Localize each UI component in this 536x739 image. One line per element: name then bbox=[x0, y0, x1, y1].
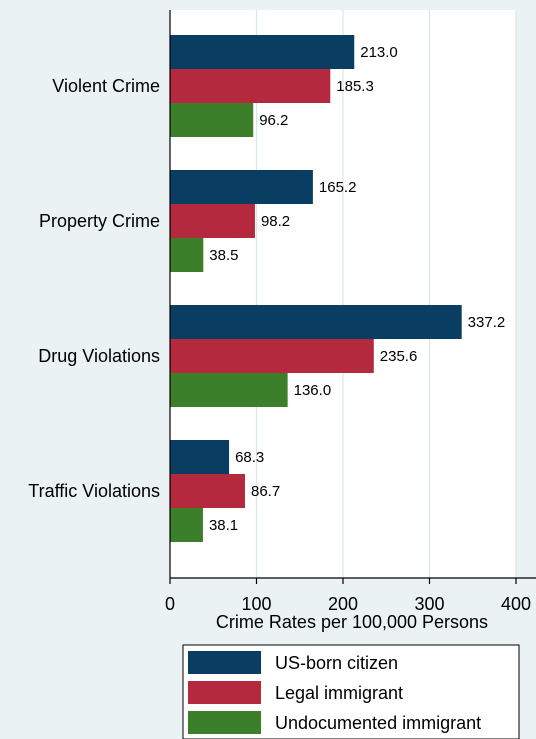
data-label: 337.2 bbox=[468, 314, 506, 331]
bar bbox=[170, 35, 355, 69]
x-tick-label: 300 bbox=[414, 594, 444, 614]
category-labels: Violent Crime Property Crime Drug Violatio… bbox=[28, 76, 160, 501]
legend-swatch bbox=[188, 711, 261, 734]
axes: 0 100 200 300 400 bbox=[165, 10, 536, 614]
gridlines bbox=[255, 10, 517, 578]
data-label: 136.0 bbox=[294, 382, 332, 399]
legend-swatch bbox=[188, 651, 261, 674]
data-label: 185.3 bbox=[336, 78, 374, 95]
x-tick-label: 400 bbox=[501, 594, 531, 614]
data-label: 98.2 bbox=[261, 213, 290, 230]
x-tick-label: 0 bbox=[165, 594, 175, 614]
data-label: 38.5 bbox=[209, 247, 238, 264]
data-labels: 213.0 185.3 96.2 165.2 98.2 38.5 337.2 235.6 136… bbox=[209, 44, 505, 534]
category-label: Property Crime bbox=[39, 211, 160, 231]
category-label: Violent Crime bbox=[52, 76, 160, 96]
bar bbox=[170, 204, 255, 238]
bar bbox=[170, 474, 245, 508]
bar bbox=[170, 440, 230, 474]
bar bbox=[170, 373, 288, 407]
bar bbox=[170, 238, 204, 272]
bar bbox=[170, 170, 313, 204]
x-tick-label: 200 bbox=[328, 594, 358, 614]
x-axis-title: Crime Rates per 100,000 Persons bbox=[216, 612, 488, 632]
bar bbox=[170, 339, 374, 373]
category-label: Traffic Violations bbox=[28, 481, 160, 501]
legend: US-born citizen Legal immigrant Undocument… bbox=[182, 644, 520, 739]
bar bbox=[170, 305, 462, 339]
legend-swatch bbox=[188, 681, 261, 704]
legend-label: Legal immigrant bbox=[275, 683, 403, 703]
bar bbox=[170, 69, 331, 103]
legend-label: US-born citizen bbox=[275, 653, 398, 673]
data-label: 235.6 bbox=[380, 348, 418, 365]
bar bbox=[170, 508, 203, 542]
data-label: 96.2 bbox=[259, 112, 288, 129]
category-label: Drug Violations bbox=[38, 346, 160, 366]
data-label: 86.7 bbox=[251, 483, 280, 500]
data-label: 38.1 bbox=[209, 517, 238, 534]
legend-label: Undocumented immigrant bbox=[275, 713, 481, 733]
x-tick-label: 100 bbox=[241, 594, 271, 614]
bars bbox=[170, 35, 462, 542]
data-label: 213.0 bbox=[360, 44, 398, 61]
bar bbox=[170, 103, 254, 137]
data-label: 68.3 bbox=[235, 449, 264, 466]
data-label: 165.2 bbox=[319, 179, 357, 196]
